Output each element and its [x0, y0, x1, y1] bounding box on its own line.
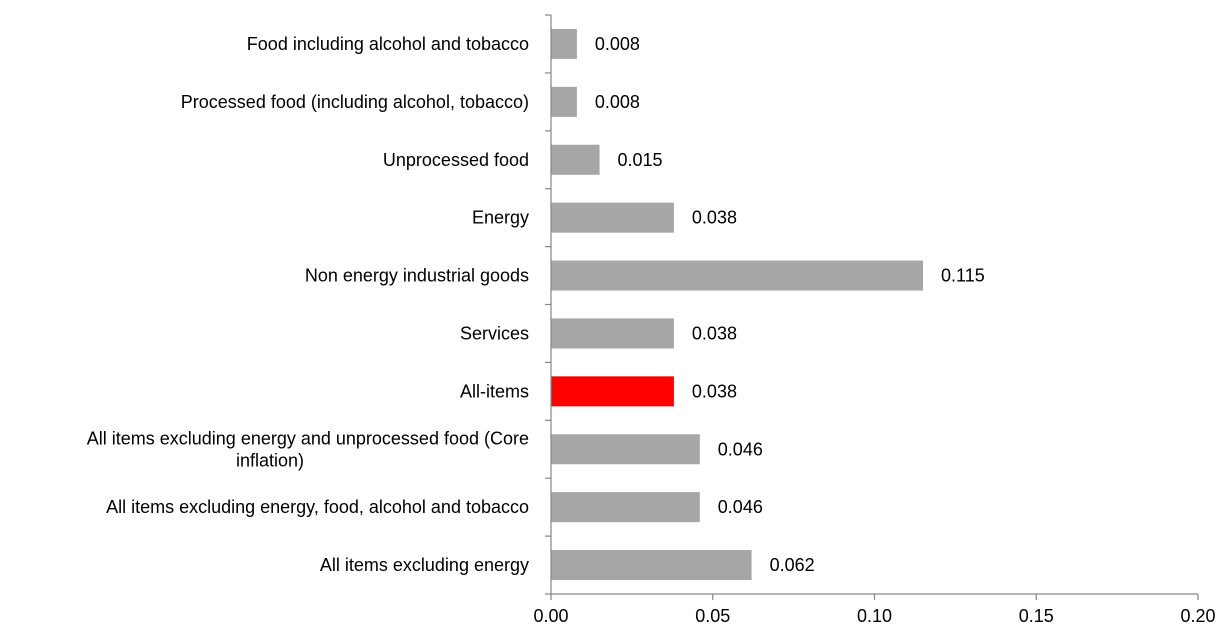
bar-2 — [551, 86, 577, 117]
bar-10 — [551, 550, 752, 581]
value-label-6: 0.038 — [692, 323, 737, 343]
value-label-9: 0.046 — [718, 497, 763, 517]
category-label-9: All items excluding energy, food, alcoho… — [106, 497, 529, 517]
value-label-2: 0.008 — [595, 92, 640, 112]
bar-7 — [551, 376, 674, 407]
value-label-3: 0.015 — [618, 150, 663, 170]
bar-9 — [551, 492, 700, 523]
value-label-10: 0.062 — [770, 555, 815, 575]
category-label-1: Food including alcohol and tobacco — [247, 34, 529, 54]
category-label-8-line-1: All items excluding energy and unprocess… — [87, 428, 529, 448]
category-label-10: All items excluding energy — [320, 555, 529, 575]
value-label-8: 0.046 — [718, 439, 763, 459]
category-label-8-line-2: inflation) — [236, 450, 304, 470]
x-tick-label-4: 0.15 — [1019, 606, 1054, 626]
x-tick-label-1: 0.00 — [533, 606, 568, 626]
bar-4 — [551, 202, 674, 233]
category-label-7: All-items — [460, 381, 529, 401]
category-label-5: Non energy industrial goods — [305, 266, 529, 286]
x-tick-label-3: 0.10 — [857, 606, 892, 626]
value-label-4: 0.038 — [692, 208, 737, 228]
value-label-7: 0.038 — [692, 381, 737, 401]
category-label-2: Processed food (including alcohol, tobac… — [181, 92, 529, 112]
x-tick-label-5: 0.20 — [1180, 606, 1215, 626]
value-label-1: 0.008 — [595, 34, 640, 54]
category-label-6: Services — [460, 323, 529, 343]
bar-8 — [551, 434, 700, 465]
category-label-3: Unprocessed food — [383, 150, 529, 170]
bar-1 — [551, 28, 577, 59]
category-label-4: Energy — [472, 208, 529, 228]
bar-3 — [551, 144, 600, 175]
bar-5 — [551, 260, 924, 291]
x-tick-label-2: 0.05 — [695, 606, 730, 626]
value-label-5: 0.115 — [941, 266, 985, 286]
bar-6 — [551, 318, 674, 349]
